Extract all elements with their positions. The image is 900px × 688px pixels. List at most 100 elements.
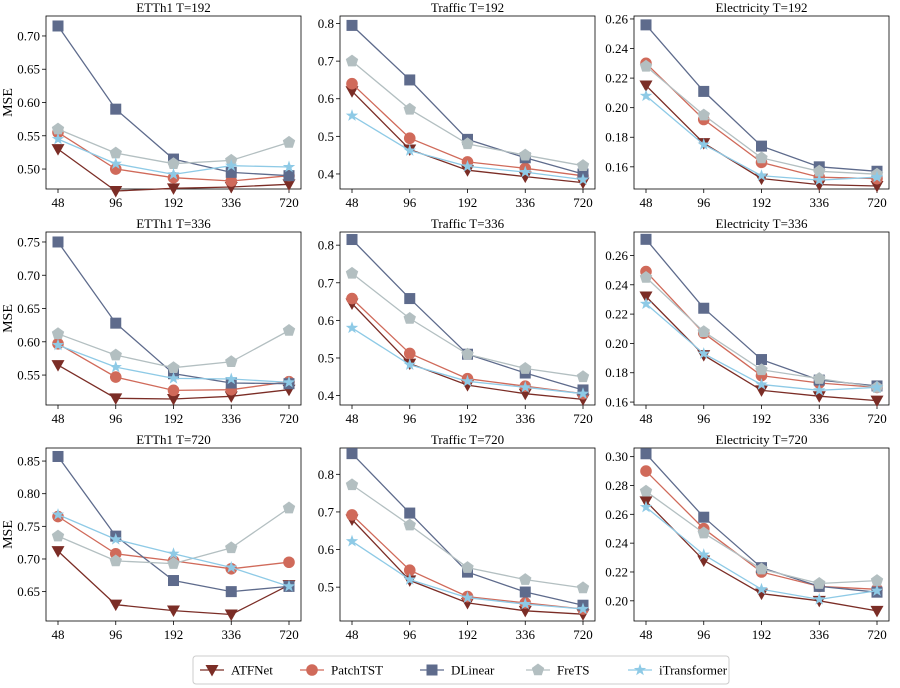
y-tick-label: 0.7 (318, 54, 335, 69)
y-tick-label: 0.6 (318, 313, 335, 328)
y-tick-label: 0.5 (318, 350, 334, 365)
data-point (225, 586, 237, 598)
x-tick-label: 96 (697, 411, 711, 426)
y-tick-label: 0.5 (318, 580, 334, 595)
data-point (109, 360, 122, 373)
chart-panel: Traffic T=720 48 96 192 336 720 0.5 0.6 0.7 0.8 (318, 432, 596, 642)
y-tick-label: 0.8 (318, 467, 334, 482)
x-tick-label: 96 (109, 411, 123, 426)
x-tick-label: 192 (458, 627, 478, 642)
x-tick-label: 96 (109, 627, 123, 642)
data-point (346, 19, 358, 31)
chart-panel: Traffic T=336 48 96 192 336 720 0.4 0.5 0.6 0.7 0.… (318, 216, 596, 426)
y-tick-label: 0.18 (605, 130, 628, 145)
x-tick-label: 192 (164, 627, 184, 642)
series-atfnet (51, 144, 296, 198)
x-tick-label: 720 (867, 411, 887, 426)
series-dlinear (52, 450, 295, 598)
data-point (813, 577, 826, 589)
x-tick-label: 96 (403, 627, 417, 642)
series-line (351, 272, 584, 378)
data-point (640, 448, 652, 460)
series-frets (345, 266, 590, 383)
series-line (351, 24, 584, 175)
y-tick-label: 0.26 (605, 11, 628, 26)
data-point (51, 327, 65, 340)
x-tick-label: 192 (752, 627, 772, 642)
series-itransformer (345, 109, 590, 185)
y-tick-label: 0.22 (605, 71, 628, 86)
data-point (52, 20, 64, 32)
data-point (109, 393, 123, 405)
legend-item: iTransformer (628, 663, 728, 678)
x-tick-label: 336 (222, 411, 242, 426)
data-point (698, 85, 710, 97)
y-tick-label: 0.4 (318, 388, 335, 403)
y-tick-label: 0.5 (318, 129, 334, 144)
data-point (346, 509, 358, 521)
y-axis-label: MSE (1, 520, 16, 549)
data-point (519, 148, 532, 161)
series-atfnet (51, 546, 296, 621)
x-tick-label: 336 (810, 627, 830, 642)
y-tick-label: 0.65 (17, 584, 40, 599)
x-tick-label: 48 (640, 627, 653, 642)
data-point (404, 507, 416, 519)
series-itransformer (51, 132, 296, 180)
data-point (51, 529, 65, 542)
series-line (351, 239, 584, 391)
y-axis-label: MSE (1, 88, 16, 117)
legend-label: ATFNet (231, 663, 273, 678)
data-point (109, 348, 122, 361)
data-point (870, 605, 884, 618)
y-tick-label: 0.20 (605, 100, 628, 115)
series-atfnet (639, 291, 884, 408)
data-point (167, 384, 180, 397)
y-tick-label: 0.65 (17, 62, 40, 77)
data-point (697, 108, 710, 121)
y-tick-label: 0.8 (318, 16, 334, 31)
y-tick-label: 0.75 (17, 519, 40, 534)
chart-title: Traffic T=720 (431, 432, 504, 447)
data-point (461, 561, 474, 573)
y-tick-label: 0.8 (318, 238, 334, 253)
x-tick-label: 336 (516, 627, 536, 642)
y-tick-label: 0.20 (605, 336, 628, 351)
x-tick-label: 720 (867, 195, 887, 210)
y-tick-label: 0.20 (605, 593, 628, 608)
circle-icon (306, 664, 318, 676)
y-tick-label: 0.30 (605, 449, 628, 464)
data-point (403, 102, 416, 115)
data-point (576, 159, 590, 171)
y-tick-label: 0.55 (17, 128, 40, 143)
legend: ATFNet PatchTST DLinear FreTS iTransformer (192, 655, 730, 685)
y-tick-label: 0.7 (318, 504, 335, 519)
y-tick-label: 0.16 (605, 159, 628, 174)
y-tick-label: 0.22 (605, 564, 628, 579)
data-point (403, 347, 416, 360)
data-point (755, 151, 768, 164)
x-tick-label: 48 (52, 411, 65, 426)
x-tick-label: 192 (752, 411, 772, 426)
x-tick-label: 336 (222, 627, 242, 642)
data-point (640, 19, 652, 31)
legend-label: DLinear (451, 663, 495, 678)
chart-title: Traffic T=192 (431, 0, 504, 15)
x-tick-label: 96 (109, 195, 123, 210)
data-point (346, 448, 358, 460)
chart-title: Electricity T=192 (716, 0, 808, 15)
x-tick-label: 48 (640, 195, 653, 210)
series-itransformer (639, 500, 884, 605)
x-tick-label: 720 (573, 195, 593, 210)
legend-item: DLinear (420, 663, 495, 678)
legend-label: PatchTST (331, 663, 383, 678)
x-tick-label: 336 (810, 411, 830, 426)
x-tick-label: 48 (346, 627, 359, 642)
legend-item: PatchTST (300, 663, 383, 678)
data-point (519, 573, 532, 585)
data-point (52, 450, 64, 462)
square-icon (426, 664, 438, 676)
data-point (576, 581, 590, 594)
chart-panel: Electricity T=720 48 96 192 336 720 0.20 0.22 0.… (605, 432, 890, 642)
